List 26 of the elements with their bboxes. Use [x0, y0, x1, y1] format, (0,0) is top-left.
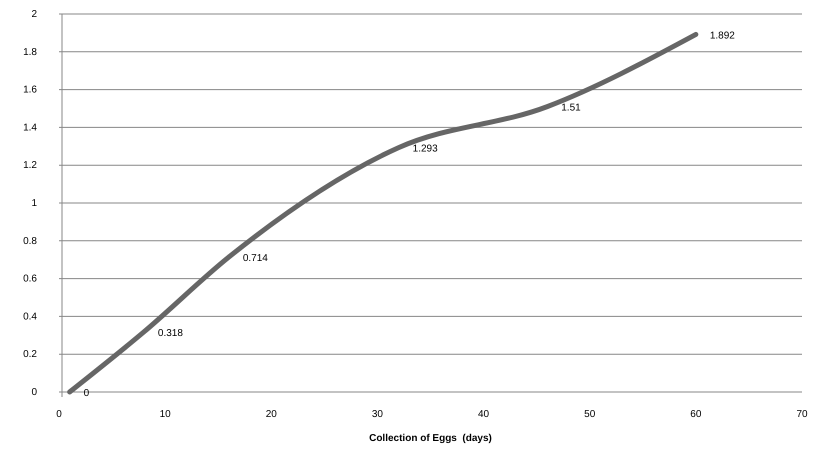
- data-label: 0.714: [242, 253, 268, 264]
- y-tick-label: 0.8: [23, 236, 38, 247]
- x-tick-label: 70: [796, 409, 808, 420]
- data-label: 0: [84, 388, 90, 399]
- data-label: 1.293: [412, 144, 438, 155]
- y-tick-label: 0.2: [23, 349, 38, 360]
- x-tick-label: 30: [372, 409, 384, 420]
- data-label: 1.892: [710, 30, 736, 42]
- x-tick-label: 50: [584, 409, 596, 420]
- y-tick-label: 1.2: [23, 160, 38, 172]
- x-tick-label: 40: [478, 409, 490, 420]
- x-axis-title: Collection of Eggs (days): [369, 433, 492, 444]
- y-tick-label: 2: [31, 9, 38, 20]
- data-label: 1.51: [561, 102, 582, 114]
- x-tick-label: 20: [266, 409, 278, 420]
- data-label: 0.318: [158, 328, 184, 339]
- x-tick-label: 60: [690, 409, 702, 420]
- y-tick-label: 1: [31, 198, 38, 209]
- x-tick-label: 10: [160, 409, 172, 420]
- y-tick-label: 1.6: [23, 84, 38, 96]
- y-tick-label: 1.8: [23, 46, 38, 58]
- y-tick-label: 0.4: [23, 311, 38, 322]
- y-tick-label: 0.6: [23, 274, 38, 285]
- y-tick-label: 1.4: [23, 122, 38, 134]
- x-tick-label: 0: [56, 409, 62, 420]
- y-tick-label: 0: [31, 387, 38, 398]
